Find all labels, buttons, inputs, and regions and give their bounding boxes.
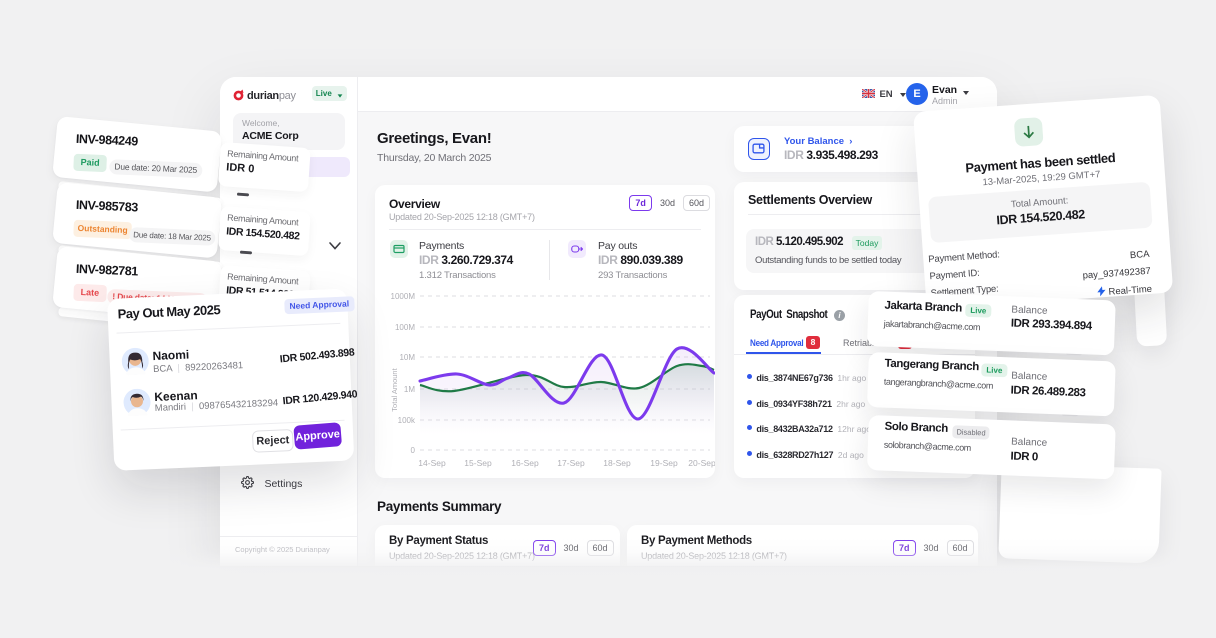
svg-text:14-Sep: 14-Sep	[418, 458, 446, 468]
svg-text:1M: 1M	[404, 385, 415, 394]
svg-text:19-Sep: 19-Sep	[650, 458, 678, 468]
svg-text:Total Amount: Total Amount	[390, 367, 399, 411]
svg-text:20-Sep: 20-Sep	[688, 458, 715, 468]
svg-text:100k: 100k	[398, 416, 416, 425]
svg-text:18-Sep: 18-Sep	[603, 458, 631, 468]
svg-text:17-Sep: 17-Sep	[557, 458, 585, 468]
svg-text:10M: 10M	[399, 353, 415, 362]
svg-text:15-Sep: 15-Sep	[464, 458, 492, 468]
svg-text:1000M: 1000M	[391, 292, 416, 301]
svg-text:16-Sep: 16-Sep	[511, 458, 539, 468]
svg-text:0: 0	[411, 446, 416, 455]
svg-text:100M: 100M	[395, 323, 415, 332]
